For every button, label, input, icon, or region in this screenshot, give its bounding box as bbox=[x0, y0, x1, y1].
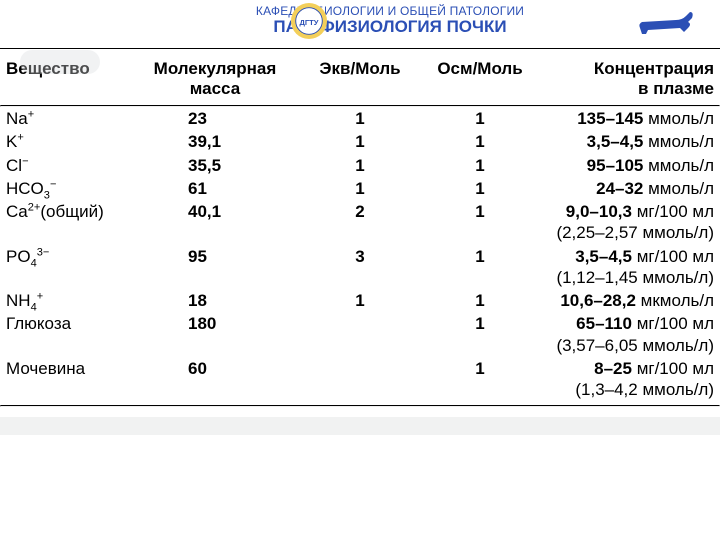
cell-eq bbox=[300, 357, 420, 402]
decorative-shadow bbox=[20, 50, 100, 74]
table-row: Мочевина60 18–25 мг/100 мл(1,3–4,2 ммоль/… bbox=[0, 357, 720, 402]
cell-conc: 135–145 ммоль/л bbox=[540, 107, 720, 130]
cell-mass: 95 bbox=[130, 245, 300, 290]
cell-eq: 1 bbox=[300, 130, 420, 153]
page-header: ДГТУ КАФЕДРА БИОЛОГИИ И ОБЩЕЙ ПАТОЛОГИИ … bbox=[0, 0, 720, 46]
cell-eq: 1 bbox=[300, 107, 420, 130]
cell-osm: 1 bbox=[420, 107, 540, 130]
cell-mass: 61 bbox=[130, 177, 300, 200]
cell-mass: 35,5 bbox=[130, 154, 300, 177]
cell-substance: NH4+ bbox=[0, 289, 130, 312]
page-title: ПАТОФИЗИОЛОГИЯ ПОЧКИ bbox=[60, 17, 720, 37]
cell-substance: PO43− bbox=[0, 245, 130, 290]
table-row: K+39,1113,5–4,5 ммоль/л bbox=[0, 130, 720, 153]
cell-substance: HCO3− bbox=[0, 177, 130, 200]
table-row: Cl−35,51195–105 ммоль/л bbox=[0, 154, 720, 177]
cell-mass: 180 bbox=[130, 312, 300, 357]
cell-conc: 3,5–4,5 ммоль/л bbox=[540, 130, 720, 153]
cell-osm: 1 bbox=[420, 177, 540, 200]
university-logo: ДГТУ bbox=[290, 2, 328, 40]
col-osm: Осм/Моль bbox=[420, 49, 540, 105]
cell-osm: 1 bbox=[420, 245, 540, 290]
cell-eq: 1 bbox=[300, 177, 420, 200]
cell-conc: 10,6–28,2 мкмоль/л bbox=[540, 289, 720, 312]
table-row: NH4+181110,6–28,2 мкмоль/л bbox=[0, 289, 720, 312]
cell-substance: Глюкоза bbox=[0, 312, 130, 357]
col-conc-l1: Концентрация bbox=[594, 59, 714, 78]
cell-conc: 24–32 ммоль/л bbox=[540, 177, 720, 200]
cell-eq: 1 bbox=[300, 154, 420, 177]
cell-conc: 8–25 мг/100 мл(1,3–4,2 ммоль/л) bbox=[540, 357, 720, 402]
table-row: PO43−95313,5–4,5 мг/100 мл(1,12–1,45 ммо… bbox=[0, 245, 720, 290]
cell-conc: 95–105 ммоль/л bbox=[540, 154, 720, 177]
table-row: Na+2311135–145 ммоль/л bbox=[0, 107, 720, 130]
table-row: Глюкоза180 165–110 мг/100 мл(3,57–6,05 мм… bbox=[0, 312, 720, 357]
substance-table: Вещество Молекулярная масса Экв/Моль Осм… bbox=[0, 49, 720, 401]
footer-band bbox=[0, 417, 720, 435]
col-conc: Концентрация в плазме bbox=[540, 49, 720, 105]
col-mass-l1: Молекулярная bbox=[154, 59, 277, 78]
cell-mass: 40,1 bbox=[130, 200, 300, 245]
col-eq: Экв/Моль bbox=[300, 49, 420, 105]
cell-substance: Ca2+(общий) bbox=[0, 200, 130, 245]
cell-eq bbox=[300, 312, 420, 357]
cell-osm: 1 bbox=[420, 200, 540, 245]
col-mass-l2: масса bbox=[190, 79, 240, 98]
table-row: HCO3−611124–32 ммоль/л bbox=[0, 177, 720, 200]
cell-substance: Cl− bbox=[0, 154, 130, 177]
col-mass: Молекулярная масса bbox=[130, 49, 300, 105]
col-conc-l2: в плазме bbox=[638, 79, 714, 98]
cell-mass: 60 bbox=[130, 357, 300, 402]
cell-substance: Na+ bbox=[0, 107, 130, 130]
cell-mass: 18 bbox=[130, 289, 300, 312]
bottom-rule bbox=[0, 405, 720, 407]
cell-conc: 9,0–10,3 мг/100 мл(2,25–2,57 ммоль/л) bbox=[540, 200, 720, 245]
cell-eq: 2 bbox=[300, 200, 420, 245]
cell-mass: 39,1 bbox=[130, 130, 300, 153]
cell-mass: 23 bbox=[130, 107, 300, 130]
table-body: Na+2311135–145 ммоль/лK+39,1113,5–4,5 мм… bbox=[0, 107, 720, 401]
department-label: КАФЕДРА БИОЛОГИИ И ОБЩЕЙ ПАТОЛОГИИ bbox=[60, 4, 720, 18]
cell-substance: Мочевина bbox=[0, 357, 130, 402]
cell-substance: K+ bbox=[0, 130, 130, 153]
cell-eq: 3 bbox=[300, 245, 420, 290]
cell-osm: 1 bbox=[420, 312, 540, 357]
dog-icon bbox=[636, 6, 696, 36]
cell-osm: 1 bbox=[420, 130, 540, 153]
cell-osm: 1 bbox=[420, 154, 540, 177]
table-row: Ca2+(общий)40,1219,0–10,3 мг/100 мл(2,25… bbox=[0, 200, 720, 245]
cell-osm: 1 bbox=[420, 289, 540, 312]
cell-osm: 1 bbox=[420, 357, 540, 402]
cell-conc: 65–110 мг/100 мл(3,57–6,05 ммоль/л) bbox=[540, 312, 720, 357]
svg-text:ДГТУ: ДГТУ bbox=[299, 18, 318, 27]
cell-conc: 3,5–4,5 мг/100 мл(1,12–1,45 ммоль/л) bbox=[540, 245, 720, 290]
table-header: Вещество Молекулярная масса Экв/Моль Осм… bbox=[0, 49, 720, 107]
cell-eq: 1 bbox=[300, 289, 420, 312]
